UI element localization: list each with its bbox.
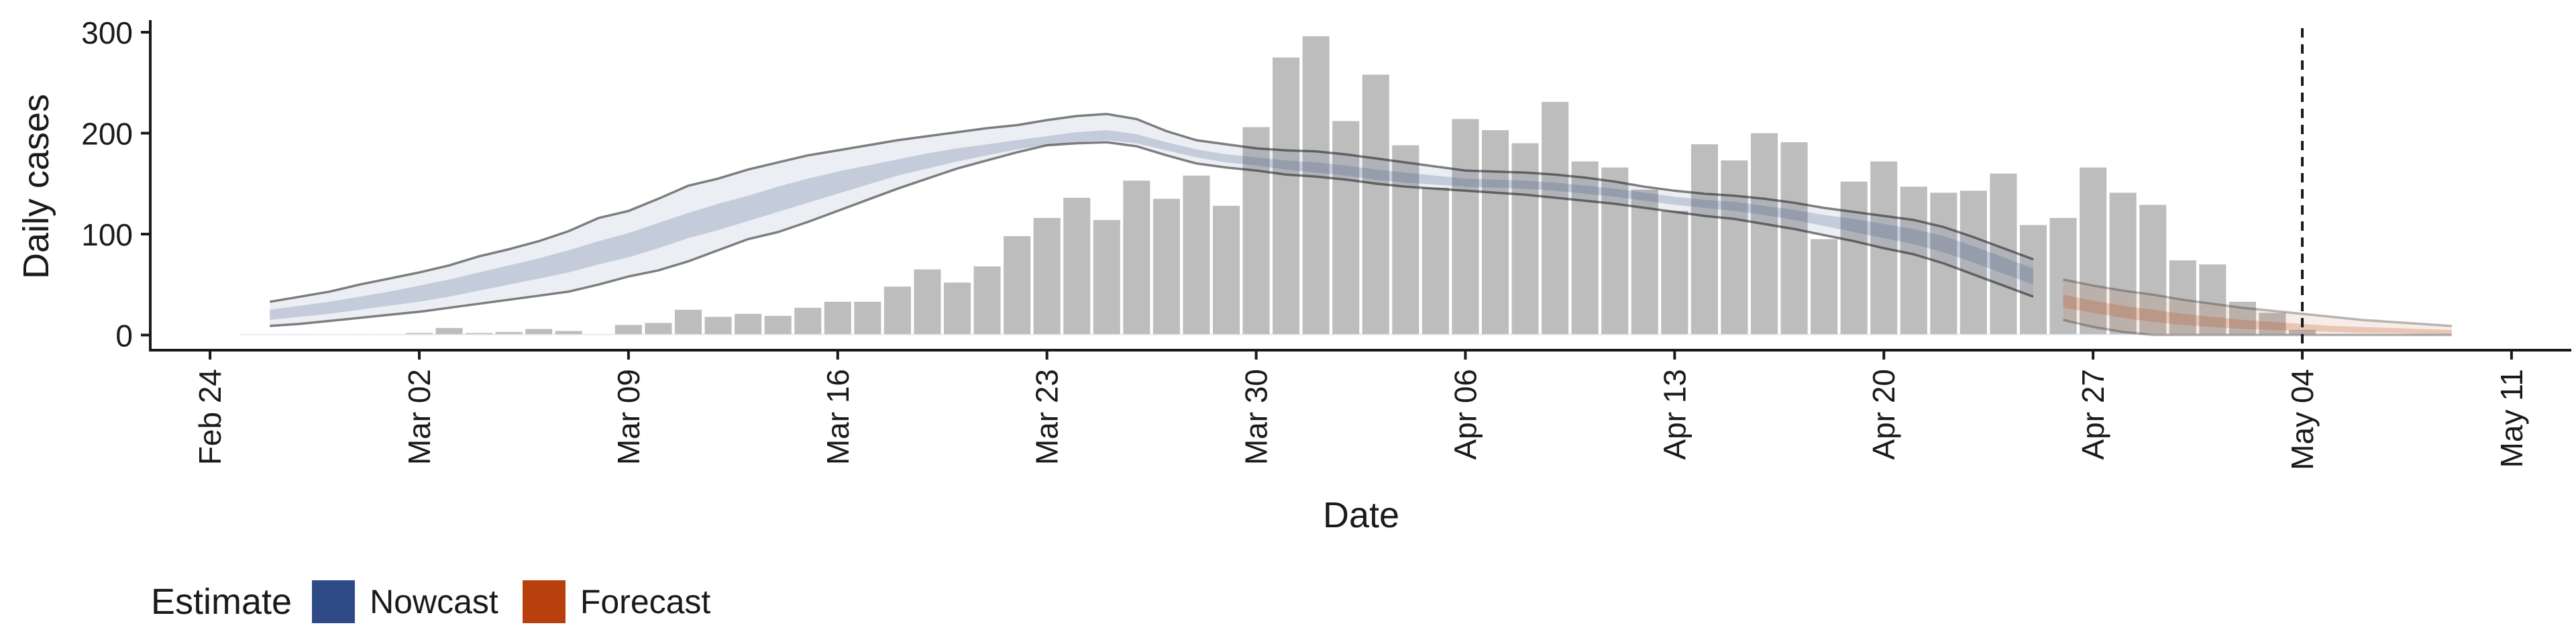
legend-key-forecast — [522, 580, 566, 623]
x-axis-title: Date — [1323, 495, 1399, 535]
x-tick-label: Mar 09 — [611, 369, 646, 465]
forecast-band-90 — [2063, 279, 2452, 335]
bar — [1152, 199, 1180, 335]
x-tick-label: Mar 23 — [1030, 369, 1065, 465]
bar — [2169, 260, 2196, 335]
legend-title: Estimate — [151, 582, 292, 622]
bar — [2109, 193, 2137, 335]
bar — [1661, 211, 1688, 335]
bar — [794, 307, 822, 335]
bar — [674, 309, 702, 335]
nowcast-lower-line — [270, 141, 2034, 327]
x-tick-label: Apr 06 — [1448, 369, 1483, 460]
x-tick-label: Mar 02 — [402, 369, 437, 465]
x-tick-label: May 11 — [2494, 369, 2529, 468]
bar — [1033, 217, 1061, 335]
bar — [1004, 235, 1031, 335]
bar — [1571, 161, 1599, 335]
bar — [1840, 181, 1868, 335]
x-tick-label: Feb 24 — [193, 369, 227, 465]
bands-layer — [239, 113, 2452, 335]
legend-key-nowcast — [312, 580, 356, 623]
bar — [1481, 130, 1509, 335]
bar — [1511, 143, 1539, 335]
axes-layer: 0 100 200 300 Feb 24 Mar 02 Mar 09 Mar 16 Mar 23… — [81, 15, 2571, 470]
y-tick-label: 300 — [81, 15, 133, 50]
nowcast-upper-line — [269, 113, 2034, 303]
bar — [973, 266, 1001, 335]
bar — [1392, 145, 1419, 335]
x-tick-label: Apr 27 — [2076, 369, 2110, 460]
bar — [1631, 189, 1658, 335]
bar — [555, 331, 582, 335]
bar — [735, 313, 762, 335]
bar — [1690, 144, 1718, 335]
x-tick-label: May 04 — [2285, 369, 2320, 470]
y-axis-title: Daily cases — [16, 94, 56, 279]
y-tick-label: 0 — [115, 318, 133, 353]
bar — [1750, 133, 1778, 335]
bars-layer — [286, 36, 2316, 335]
bar — [2229, 301, 2256, 335]
forecast-upper-line — [2063, 278, 2452, 327]
bar — [1780, 142, 1808, 335]
x-tick-label: Apr 13 — [1657, 369, 1692, 460]
bar — [2199, 264, 2226, 335]
legend-label-forecast: Forecast — [580, 583, 711, 621]
bar — [2049, 217, 2077, 335]
bar — [824, 301, 851, 335]
forecast-lower-line — [2063, 319, 2452, 337]
nowcast-band-90 — [270, 113, 2034, 326]
lower-bound-band — [239, 333, 2452, 335]
bar — [943, 282, 971, 335]
bar — [1063, 197, 1091, 335]
bar — [1960, 191, 1987, 335]
bar — [1242, 127, 1270, 335]
bar — [614, 325, 642, 335]
bar — [2139, 205, 2167, 335]
bar — [883, 286, 911, 335]
bar — [1362, 74, 1389, 335]
bar — [764, 315, 792, 335]
bar — [2259, 313, 2286, 335]
x-tick-label: Mar 30 — [1239, 369, 1274, 465]
bar — [645, 323, 672, 335]
legend-label-nowcast: Nowcast — [370, 583, 498, 621]
bar — [1183, 175, 1210, 335]
bar — [1273, 57, 1300, 335]
x-tick-label: Apr 20 — [1866, 369, 1901, 460]
bar — [1212, 205, 1240, 335]
x-tick-label: Mar 16 — [820, 369, 855, 465]
bar — [704, 317, 732, 335]
bar — [1123, 180, 1150, 335]
bar — [1990, 173, 2017, 335]
bar — [1093, 219, 1120, 335]
bar — [525, 329, 553, 335]
bar — [1900, 186, 1927, 335]
bar — [1421, 187, 1449, 335]
bar — [1811, 239, 1838, 335]
forecast-band-50 — [2063, 294, 2452, 334]
bar — [1452, 119, 1479, 335]
y-tick-label: 100 — [81, 217, 133, 252]
bar — [2080, 167, 2107, 335]
bar — [914, 269, 941, 335]
bar — [1302, 36, 1330, 335]
bar — [435, 327, 463, 335]
lines-layer — [269, 113, 2452, 337]
bar — [2288, 329, 2316, 335]
bar — [1542, 101, 1569, 335]
y-tick-label: 200 — [81, 117, 133, 152]
legend: Estimate Nowcast Forecast — [151, 578, 735, 625]
bar — [495, 331, 523, 335]
bar — [1601, 167, 1629, 335]
bar — [1721, 160, 1748, 335]
bar — [854, 301, 881, 335]
bar — [2019, 225, 2047, 335]
